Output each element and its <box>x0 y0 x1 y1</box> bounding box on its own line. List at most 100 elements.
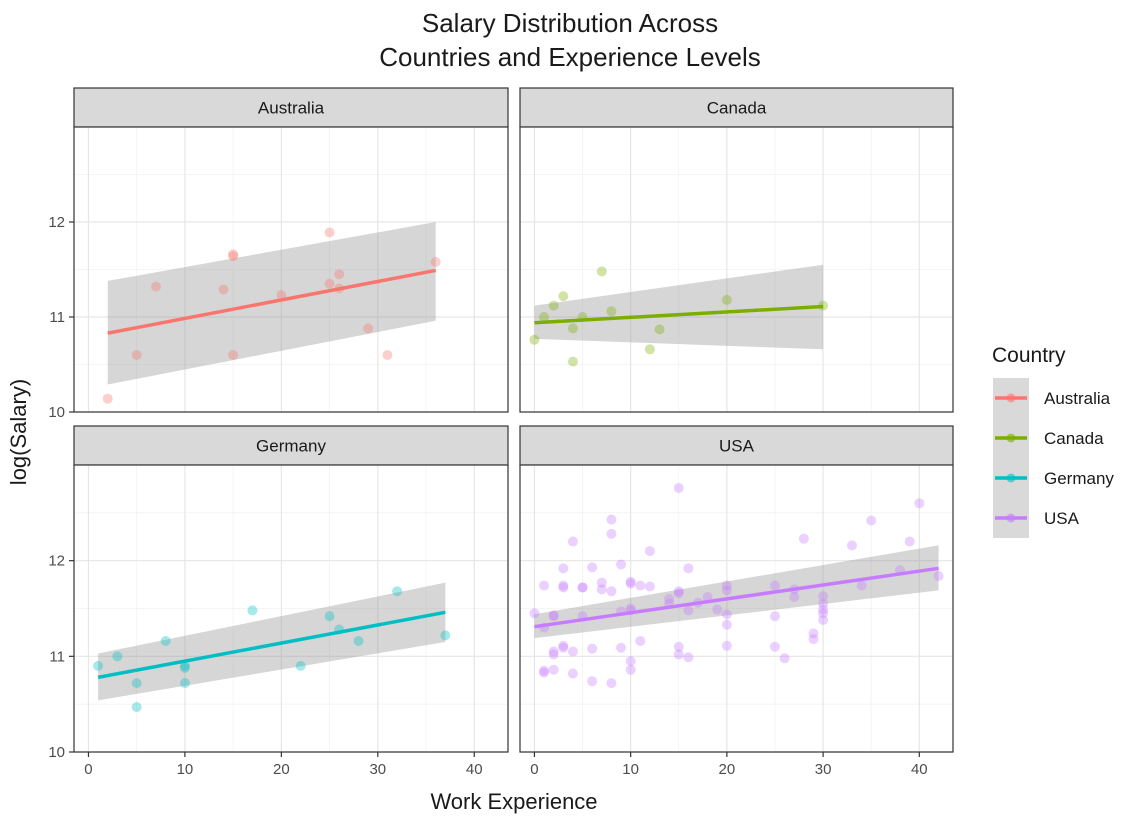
data-point-usa <box>683 605 694 616</box>
data-point-canada <box>721 294 732 305</box>
data-point-usa <box>567 646 578 657</box>
facet-panels: Australia Canada Germany USA <box>73 87 954 753</box>
confidence-ribbon-canada <box>534 264 824 350</box>
legend-label-usa: USA <box>1044 509 1080 528</box>
y-tick-label: 12 <box>48 553 65 570</box>
data-point-usa <box>577 582 588 593</box>
data-point-usa <box>625 656 636 667</box>
strip-label-canada: Canada <box>707 99 767 118</box>
data-point-usa <box>798 533 809 544</box>
data-point-usa <box>789 592 800 603</box>
data-point-australia <box>324 227 335 238</box>
data-point-usa <box>866 515 877 526</box>
y-tick-label: 10 <box>48 744 65 761</box>
data-point-germany <box>353 636 364 647</box>
data-point-germany <box>179 662 190 673</box>
data-point-usa <box>596 577 607 588</box>
data-point-usa <box>808 634 819 645</box>
data-point-usa <box>635 636 646 647</box>
data-point-usa <box>558 642 569 653</box>
data-point-usa <box>779 653 790 664</box>
panel-germany: Germany <box>73 425 509 753</box>
x-tick-label: 20 <box>273 761 290 778</box>
data-point-usa <box>904 536 915 547</box>
data-point-usa <box>567 536 578 547</box>
data-point-usa <box>702 592 713 603</box>
chart-title-line-1: Salary Distribution Across <box>422 8 718 38</box>
y-tick-label: 11 <box>49 648 65 665</box>
data-point-germany <box>131 702 142 713</box>
data-point-usa <box>664 593 675 604</box>
data-point-canada <box>606 306 617 317</box>
data-point-usa <box>673 588 684 599</box>
trend-line-canada <box>534 304 824 325</box>
legend-key-background <box>993 378 1029 538</box>
data-point-germany <box>324 611 335 622</box>
data-point-usa <box>548 611 559 622</box>
data-point-usa <box>933 570 944 581</box>
panel-usa: USA <box>519 425 954 753</box>
trend-line-usa <box>534 566 939 629</box>
x-tick-label: 0 <box>530 761 538 778</box>
data-point-usa <box>721 640 732 651</box>
x-tick-label: 0 <box>84 761 92 778</box>
y-tick-label: 10 <box>48 404 65 421</box>
legend-key-point-germany <box>1006 473 1016 483</box>
data-point-usa <box>558 640 569 651</box>
data-point-usa <box>548 664 559 675</box>
confidence-ribbon-germany <box>98 582 446 701</box>
data-point-usa <box>539 580 550 591</box>
trend-line-australia <box>107 268 436 335</box>
data-point-australia <box>131 350 142 360</box>
data-point-australia <box>276 290 287 301</box>
panel-border <box>73 126 509 413</box>
data-point-australia <box>334 269 345 280</box>
strip-label-usa: USA <box>719 437 755 456</box>
data-point-australia <box>228 249 239 260</box>
data-point-usa <box>769 611 780 622</box>
panel-australia: Australia <box>73 87 509 413</box>
data-point-usa <box>856 580 867 591</box>
data-point-usa <box>606 586 617 597</box>
data-point-usa <box>914 498 925 509</box>
data-point-usa <box>818 608 829 619</box>
data-point-usa <box>539 665 550 676</box>
data-point-germany <box>160 636 171 647</box>
data-point-australia <box>430 256 441 267</box>
data-point-usa <box>683 652 694 663</box>
data-point-usa <box>644 581 655 592</box>
data-point-usa <box>721 609 732 620</box>
data-point-canada <box>548 300 559 311</box>
data-point-australia <box>382 350 393 360</box>
x-tick-label: 30 <box>369 761 386 778</box>
x-tick-label: 10 <box>622 761 639 778</box>
data-point-usa <box>529 608 540 619</box>
data-point-canada <box>558 291 569 302</box>
strip-australia <box>73 87 509 128</box>
legend-title: Country <box>992 344 1066 367</box>
panel-canada: Canada <box>519 87 954 413</box>
data-point-germany <box>112 651 123 662</box>
data-point-canada <box>539 312 550 322</box>
legend-key-point-australia <box>1006 393 1016 403</box>
data-point-usa <box>818 591 829 602</box>
data-point-usa <box>635 580 646 591</box>
data-point-usa <box>673 482 684 493</box>
data-point-canada <box>567 323 578 334</box>
panel-border <box>73 464 509 753</box>
panel-border <box>519 464 954 753</box>
data-point-germany <box>179 660 190 671</box>
data-point-canada <box>644 344 655 355</box>
data-point-usa <box>673 586 684 597</box>
y-tick-label: 12 <box>48 214 65 231</box>
data-point-usa <box>587 676 598 687</box>
data-point-usa <box>818 604 829 615</box>
data-point-usa <box>587 562 598 573</box>
data-point-usa <box>577 582 588 593</box>
x-tick-label: 30 <box>815 761 832 778</box>
data-point-australia <box>228 350 239 360</box>
data-point-usa <box>548 610 559 621</box>
y-tick-label: 11 <box>49 309 65 326</box>
x-tick-label: 40 <box>911 761 928 778</box>
